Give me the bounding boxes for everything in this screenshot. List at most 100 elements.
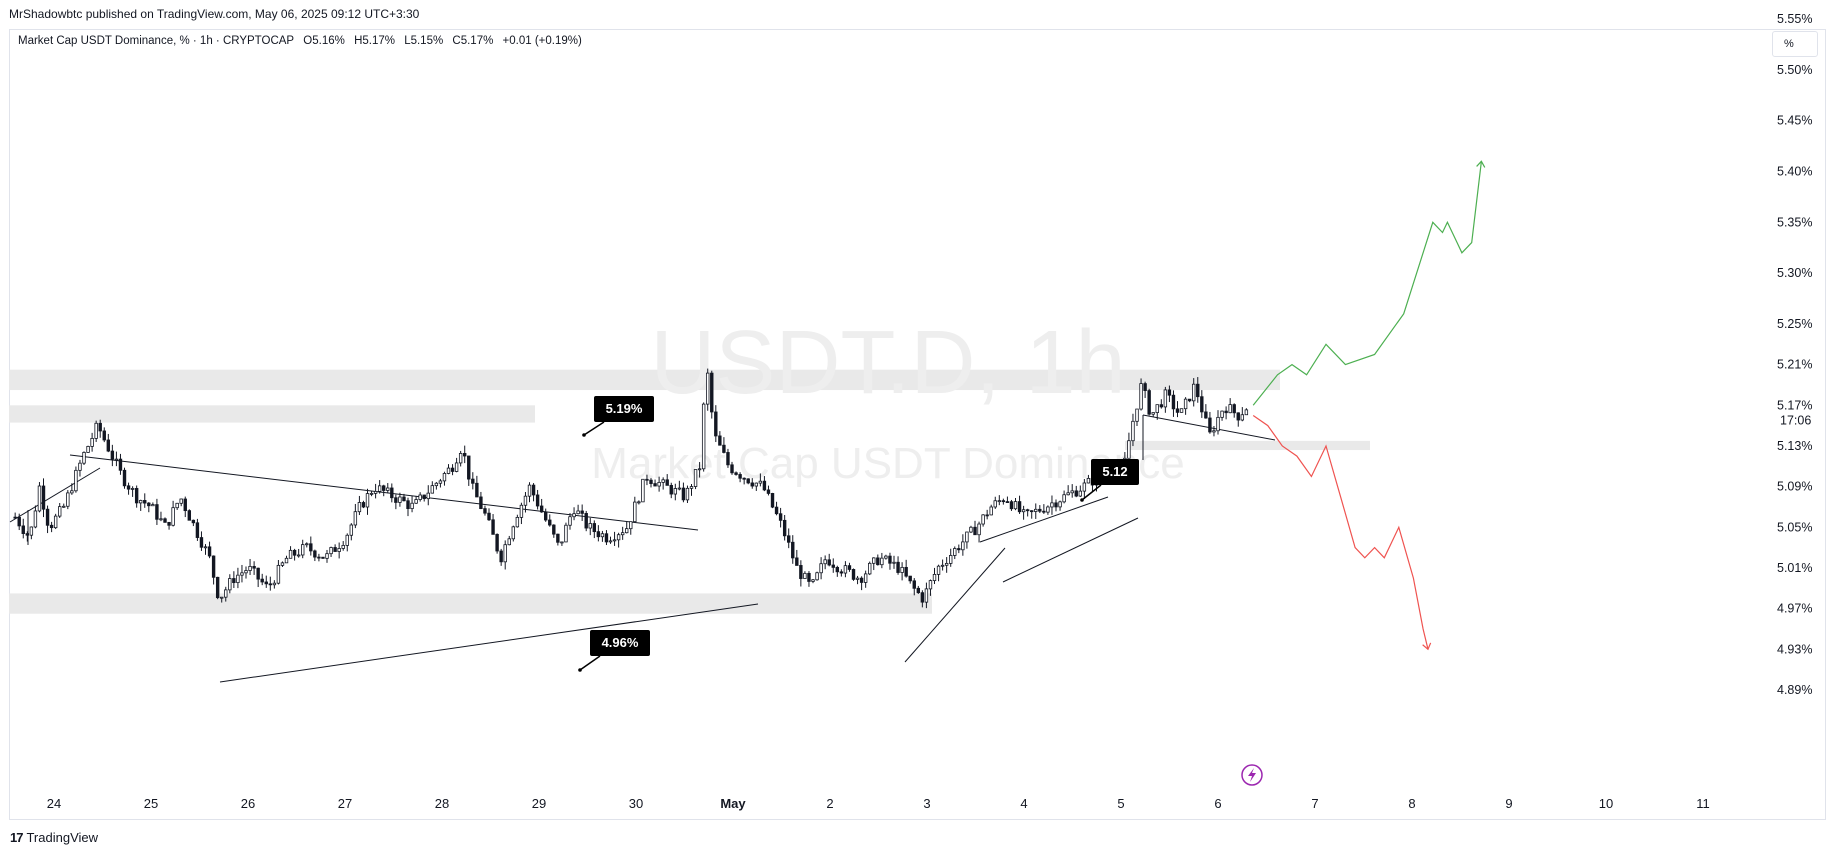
candle (1192, 378, 1196, 407)
candle (859, 576, 864, 591)
candle (187, 509, 192, 521)
candle (1082, 478, 1087, 499)
candle (661, 477, 665, 490)
price-callout[interactable]: 4.96% (578, 630, 650, 672)
candle (560, 541, 564, 546)
candle (896, 556, 900, 575)
candle (616, 532, 621, 548)
candle (82, 451, 86, 465)
sr-zone[interactable] (9, 405, 535, 423)
candle (787, 528, 791, 549)
candle (1244, 408, 1249, 416)
candle (1034, 503, 1038, 519)
candle (799, 560, 803, 587)
candle (296, 548, 301, 558)
candle (669, 482, 673, 499)
candle (548, 514, 552, 527)
candle (58, 503, 62, 519)
x-tick-label: 9 (1505, 796, 1512, 811)
sr-zone[interactable] (1125, 440, 1370, 451)
candle (714, 405, 718, 443)
y-tick-label: 5.01% (1777, 561, 1812, 575)
trendline[interactable] (1002, 517, 1139, 583)
candle (1001, 498, 1006, 505)
candle (872, 557, 876, 571)
candle (673, 483, 678, 501)
candle (126, 482, 131, 495)
bull-projection[interactable] (1252, 161, 1482, 406)
candle (450, 464, 455, 476)
candle (1135, 408, 1139, 427)
candle (544, 508, 548, 522)
watermark: USDT.D, 1h Market Cap USDT Dominance (591, 313, 1184, 488)
candle (1179, 408, 1184, 413)
trendline[interactable] (904, 547, 1006, 663)
trendline[interactable] (979, 496, 1109, 543)
lightning-icon[interactable] (1241, 764, 1263, 786)
candle (122, 467, 127, 489)
candle (1224, 406, 1228, 420)
candle (41, 478, 46, 518)
candle (102, 427, 106, 443)
candle (1058, 500, 1062, 511)
candle (515, 514, 520, 528)
candle (37, 482, 42, 513)
trendline[interactable] (9, 467, 101, 523)
x-tick-label: 28 (435, 796, 449, 811)
candle (762, 476, 767, 492)
candle (993, 496, 997, 509)
trendline[interactable] (219, 603, 759, 683)
y-tick-label: 5.30% (1777, 266, 1812, 280)
candle (458, 450, 463, 467)
candle (377, 480, 382, 494)
x-tick-label: 8 (1408, 796, 1415, 811)
candle (576, 504, 580, 515)
sr-zone[interactable] (9, 369, 1280, 391)
candle (649, 478, 653, 488)
candle (1204, 404, 1208, 419)
price-callout[interactable]: 5.19% (582, 396, 654, 437)
candle (114, 451, 119, 467)
candle (98, 419, 102, 438)
candle (843, 561, 848, 578)
candle (770, 492, 775, 509)
x-tick-label: 3 (923, 796, 930, 811)
candle (418, 492, 422, 502)
candle (446, 464, 451, 475)
candle (317, 553, 321, 562)
candle (774, 501, 779, 516)
candle (90, 432, 94, 452)
candle (884, 554, 888, 560)
candle (21, 518, 25, 539)
candle (985, 509, 989, 520)
x-axis: 24 25 26 27 28 29 30 May 2 3 4 5 6 7 8 9 10 11 (47, 796, 1710, 811)
price-callout[interactable]: 5.12 (1080, 459, 1139, 502)
candle (1171, 390, 1176, 417)
percent-scale-button[interactable]: % (1772, 31, 1818, 57)
legend-symbol[interactable]: Market Cap USDT Dominance, % · 1h · CRYP… (18, 35, 295, 47)
projection-layer (1252, 160, 1486, 651)
candle (645, 474, 649, 486)
x-tick-label: May (720, 796, 746, 811)
candle (969, 525, 973, 534)
y-tick-label: 5.25% (1777, 317, 1812, 331)
bar-countdown-label: 17:06 (1780, 413, 1811, 427)
candle (653, 479, 657, 487)
candle (155, 498, 159, 525)
candle (973, 520, 977, 536)
tradingview-logo[interactable]: 17 TradingView (10, 830, 98, 845)
candle (1021, 505, 1026, 520)
candle (847, 562, 852, 572)
candle (1196, 377, 1200, 403)
candle (807, 571, 811, 587)
candle (1005, 496, 1010, 503)
candle (920, 590, 925, 608)
bear-projection[interactable] (1252, 415, 1429, 650)
candle (321, 556, 325, 559)
candle (499, 548, 503, 566)
candle (1232, 403, 1236, 418)
candle (625, 521, 629, 534)
sr-zone[interactable] (9, 593, 932, 614)
candle (924, 582, 929, 609)
